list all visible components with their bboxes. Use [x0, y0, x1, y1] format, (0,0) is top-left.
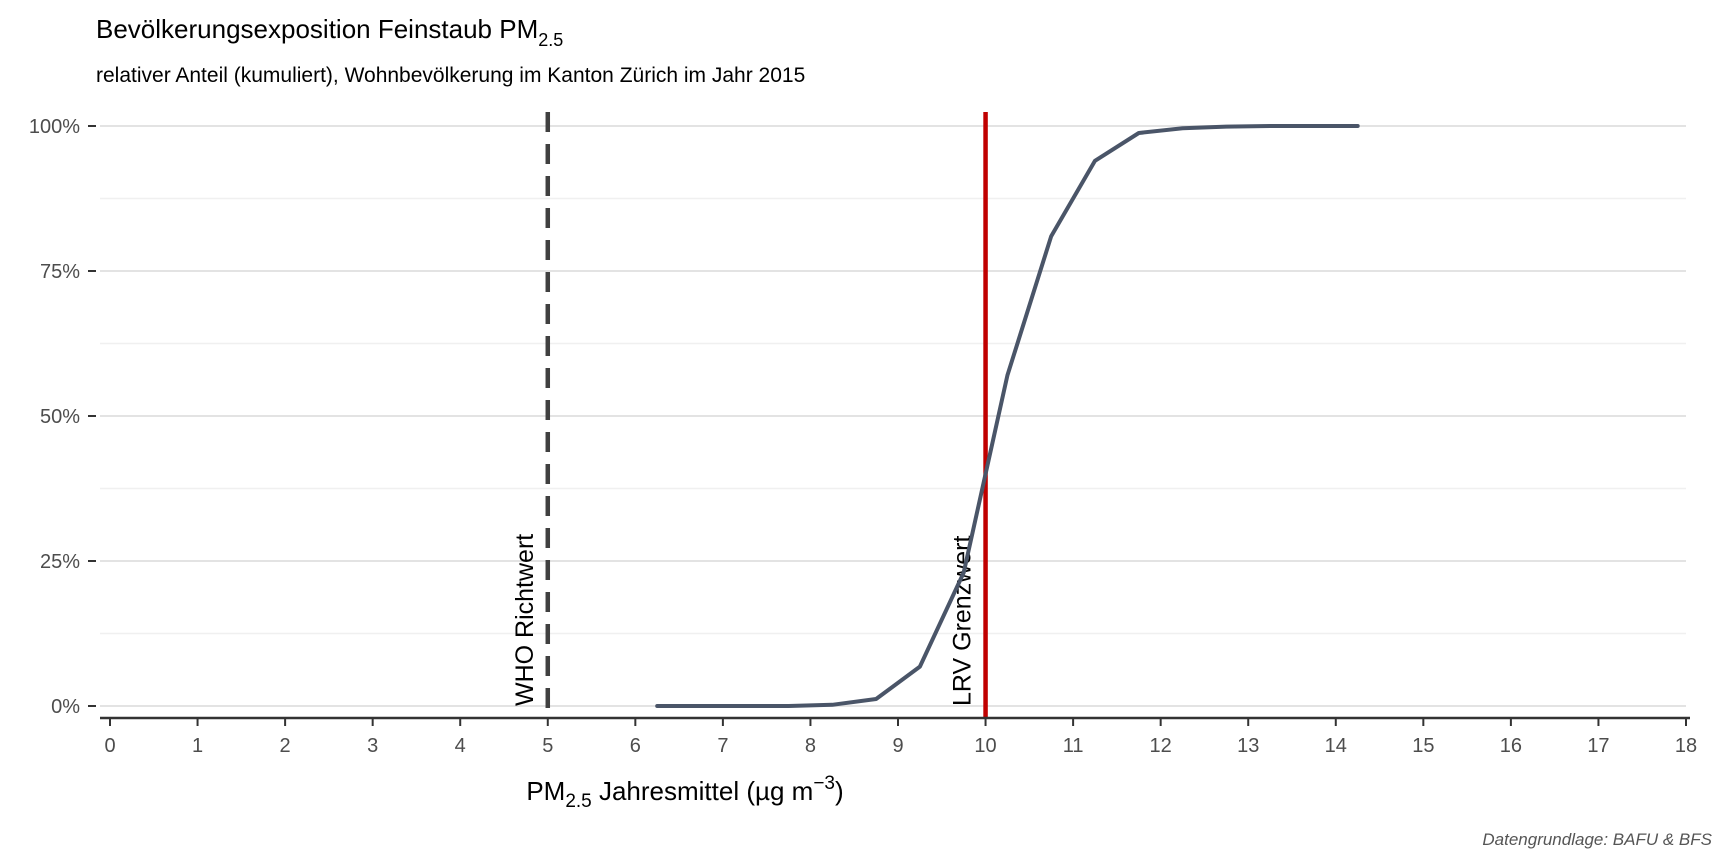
reference-line-label: LRV Grenzwert: [949, 536, 977, 706]
x-tick-label: 2: [280, 735, 291, 757]
x-tick-label: 15: [1412, 735, 1434, 757]
x-tick-label: 11: [1063, 735, 1084, 757]
caption: Datengrundlage: BAFU & BFS: [1482, 830, 1712, 849]
y-tick-label: 100%: [29, 116, 80, 138]
reference-line-label: WHO Richtwert: [511, 534, 539, 706]
x-tick-label: 1: [192, 735, 203, 757]
x-tick-label: 13: [1237, 735, 1259, 757]
x-axis-title: PM2.5 Jahresmittel (µg m−3): [526, 773, 843, 812]
series-line: [655, 124, 1360, 708]
x-tick-label: 10: [974, 735, 996, 757]
x-tick-label: 14: [1325, 735, 1347, 757]
x-tick-label: 4: [455, 735, 466, 757]
y-tick-label: 50%: [40, 406, 80, 428]
y-tick-label: 25%: [40, 551, 80, 573]
y-tick-label: 0%: [51, 696, 80, 718]
x-tick-label: 18: [1675, 735, 1697, 757]
x-tick-label: 0: [104, 735, 115, 757]
x-tick-label: 17: [1587, 735, 1609, 757]
series-layer: [655, 124, 1360, 708]
reference-lines: WHO Richtwert LRV Grenzwert: [511, 112, 988, 718]
x-tick-label: 9: [892, 735, 903, 757]
chart-title: Bevölkerungsexposition Feinstaub PM2.5: [96, 14, 563, 50]
x-tick-label: 6: [630, 735, 641, 757]
x-tick-label: 12: [1150, 735, 1172, 757]
x-tick-label: 7: [717, 735, 728, 757]
grid: [100, 125, 1686, 707]
x-tick-label: 16: [1500, 735, 1522, 757]
x-tick-label: 5: [542, 735, 553, 757]
axes: 0%25%50%75%100%0 1 2 3 4 5 6 7 8 9 10 11 12 13 14 15 16 1…: [29, 116, 1697, 757]
y-tick-label: 75%: [40, 261, 80, 283]
x-tick-label: 8: [805, 735, 816, 757]
x-tick-label: 3: [367, 735, 378, 757]
chart-subtitle: relativer Anteil (kumuliert), Wohnbevölk…: [96, 64, 805, 87]
